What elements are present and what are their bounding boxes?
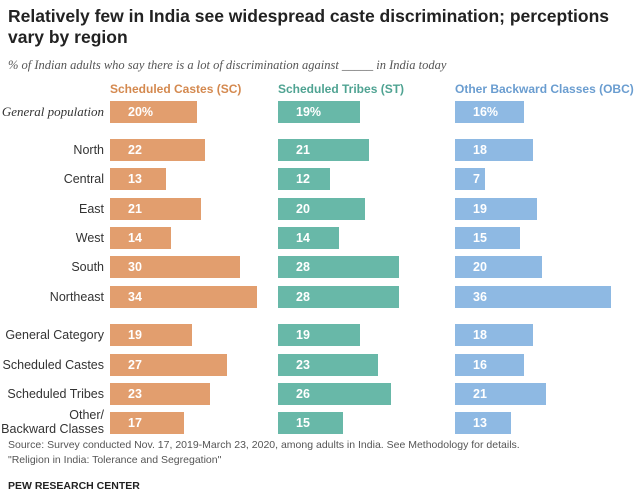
- row-label: West: [75, 231, 104, 245]
- data-label: 17: [128, 416, 142, 430]
- source-note: Source: Survey conducted Nov. 17, 2019-M…: [8, 439, 520, 451]
- bar: [110, 354, 227, 376]
- bar: [278, 168, 330, 190]
- data-label: 15: [296, 416, 310, 430]
- column-header: Scheduled Tribes (ST): [278, 82, 405, 96]
- data-label: 34: [128, 290, 142, 304]
- bar: [110, 286, 258, 308]
- row-label: General Category: [5, 328, 104, 342]
- bar: [455, 324, 533, 346]
- bar: [110, 101, 197, 123]
- bar: [455, 383, 546, 405]
- data-label: 21: [128, 202, 142, 216]
- data-label: 13: [473, 416, 487, 430]
- bar: [455, 198, 538, 220]
- bar: [110, 412, 184, 434]
- data-label: 19: [128, 328, 142, 342]
- bar: [278, 139, 369, 161]
- data-label: 13: [128, 172, 142, 186]
- data-label: 16%: [473, 105, 499, 119]
- bar: [455, 139, 533, 161]
- bar: [455, 227, 520, 249]
- data-label: 28: [296, 260, 310, 274]
- bar: [455, 286, 611, 308]
- bar: [278, 383, 391, 405]
- report-title: "Religion in India: Tolerance and Segreg…: [8, 454, 222, 466]
- bar: [455, 412, 512, 434]
- pew-logo: PEW RESEARCH CENTER: [8, 480, 140, 492]
- bar: [278, 227, 339, 249]
- data-label: 23: [128, 387, 142, 401]
- bar: [455, 101, 525, 123]
- data-label: 20: [296, 202, 310, 216]
- data-label: 28: [296, 290, 310, 304]
- data-label: 12: [296, 172, 310, 186]
- bar: [455, 354, 525, 376]
- bar: [455, 168, 486, 190]
- row-label: Northeast: [49, 290, 104, 304]
- bar: [278, 354, 378, 376]
- data-label: 23: [296, 358, 310, 372]
- bar: [110, 324, 193, 346]
- data-label: 16: [473, 358, 487, 372]
- data-label: 22: [128, 143, 142, 157]
- bar: [110, 168, 167, 190]
- bar: [278, 324, 361, 346]
- bar: [278, 256, 400, 278]
- chart-subtitle: % of Indian adults who say there is a lo…: [8, 58, 447, 72]
- data-label: 36: [473, 290, 487, 304]
- data-label: 7: [473, 172, 480, 186]
- data-label: 19: [473, 202, 487, 216]
- bar: [278, 412, 343, 434]
- row-label: South: [71, 260, 104, 274]
- data-label: 19: [296, 328, 310, 342]
- row-label: Scheduled Tribes: [7, 387, 104, 401]
- bar: [110, 139, 206, 161]
- data-label: 21: [296, 143, 310, 157]
- data-label: 27: [128, 358, 142, 372]
- column-header: Other Backward Classes (OBC): [455, 82, 634, 96]
- data-label: 15: [473, 231, 487, 245]
- row-label: Central: [63, 172, 104, 186]
- bar: [110, 256, 240, 278]
- bar: [278, 101, 361, 123]
- bar: [455, 256, 542, 278]
- bar: [110, 227, 171, 249]
- column-header: Scheduled Castes (SC): [110, 82, 242, 96]
- bar: [278, 198, 365, 220]
- data-label: 14: [128, 231, 142, 245]
- data-label: 20: [473, 260, 487, 274]
- bar: [110, 383, 210, 405]
- data-label: 21: [473, 387, 487, 401]
- bar: [110, 198, 201, 220]
- data-label: 26: [296, 387, 310, 401]
- chart-title: Relatively few in India see widespread c…: [8, 6, 610, 47]
- data-label: 30: [128, 260, 142, 274]
- row-label: General population: [1, 104, 104, 119]
- row-label: Other/Most Backward Classes: [0, 408, 104, 436]
- row-label: Scheduled Castes: [2, 358, 104, 372]
- data-label: 20%: [128, 105, 154, 119]
- data-label: 19%: [296, 105, 322, 119]
- row-label: North: [73, 143, 104, 157]
- data-label: 18: [473, 143, 487, 157]
- bar: [278, 286, 400, 308]
- row-label: East: [78, 202, 104, 216]
- data-label: 18: [473, 328, 487, 342]
- data-label: 14: [296, 231, 310, 245]
